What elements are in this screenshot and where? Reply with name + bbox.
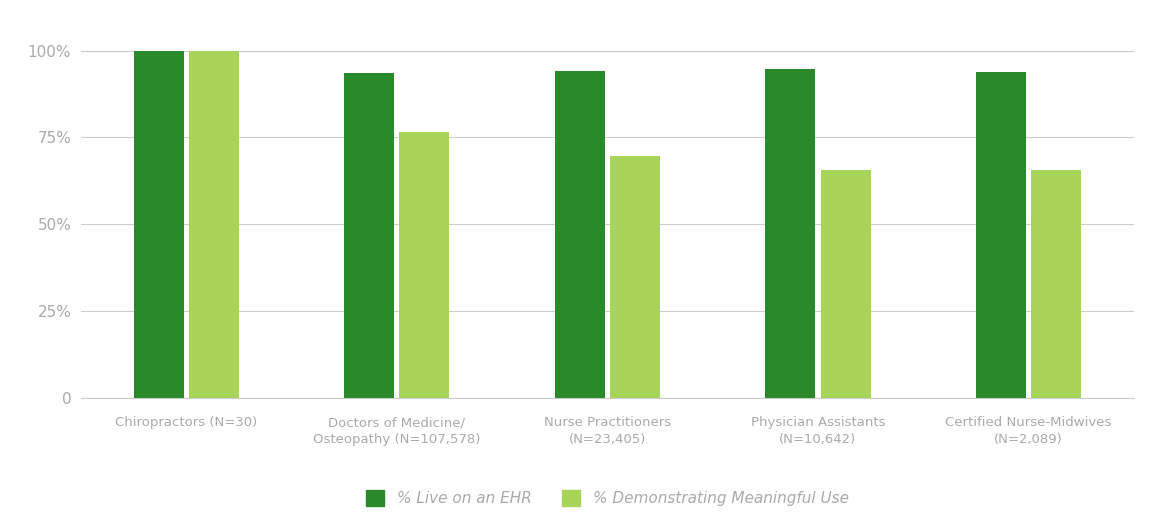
Bar — [1031, 170, 1081, 398]
Bar — [399, 132, 449, 398]
Bar — [189, 50, 238, 398]
Bar — [345, 73, 395, 398]
Bar — [610, 156, 659, 398]
Bar — [766, 68, 816, 398]
Bar — [977, 73, 1026, 398]
Bar — [820, 170, 870, 398]
Bar — [134, 50, 184, 398]
Bar — [555, 72, 605, 398]
Legend: % Live on an EHR, % Demonstrating Meaningful Use: % Live on an EHR, % Demonstrating Meanin… — [360, 484, 855, 512]
